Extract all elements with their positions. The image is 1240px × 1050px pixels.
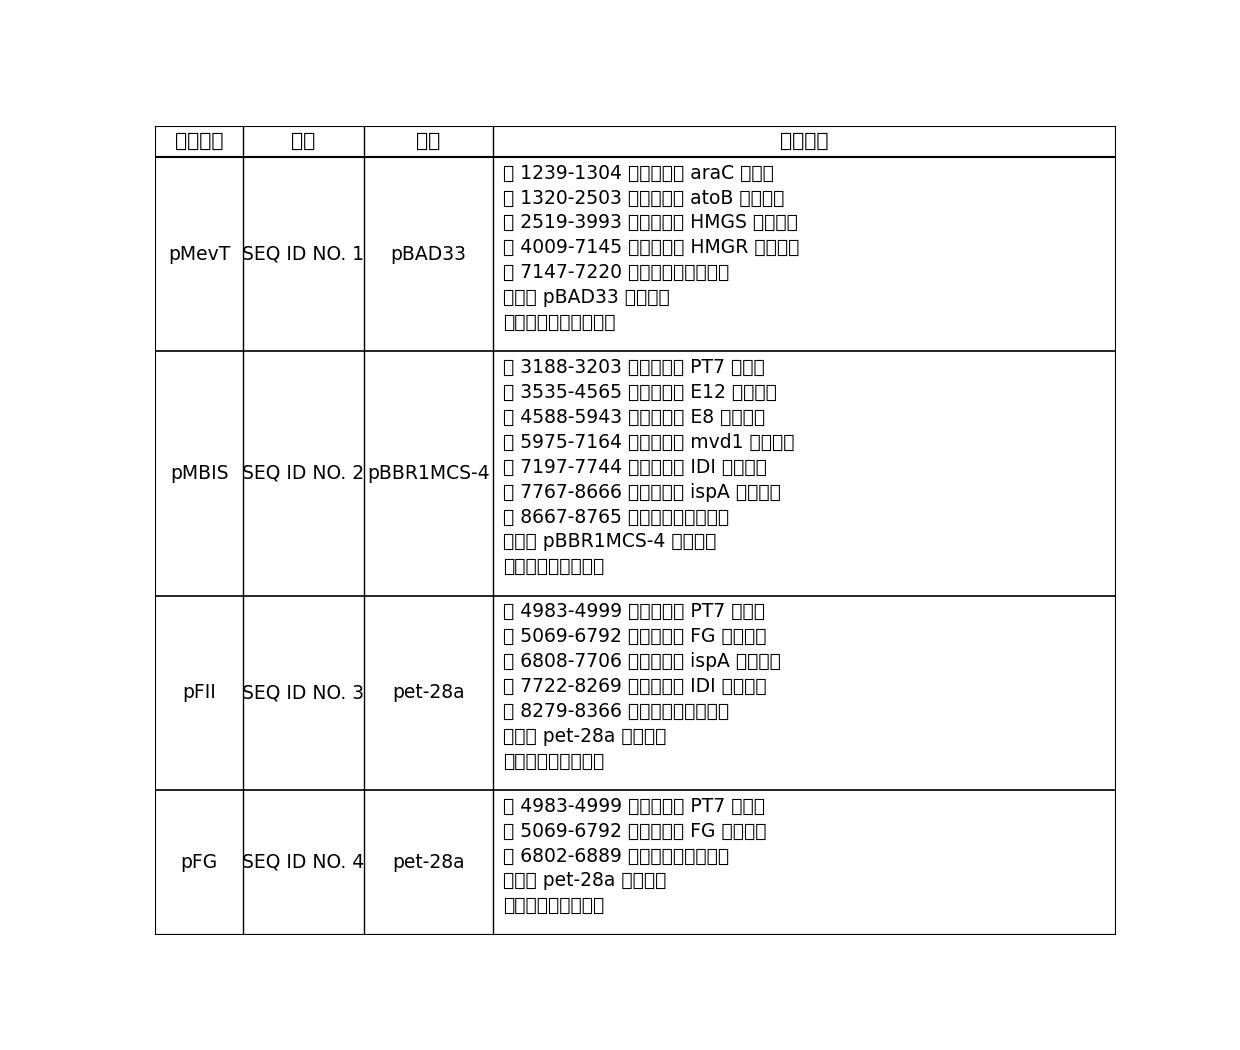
Text: 序列注释: 序列注释 [780, 132, 828, 151]
Text: 第 6808-7706 位核苷酸为 ispA 编码序列: 第 6808-7706 位核苷酸为 ispA 编码序列 [503, 652, 781, 671]
Text: 其余为 pBAD33 载体序列: 其余为 pBAD33 载体序列 [503, 288, 670, 308]
Text: SEQ ID NO. 1: SEQ ID NO. 1 [242, 245, 365, 264]
Text: pMevT: pMevT [167, 245, 231, 264]
Text: pet-28a: pet-28a [392, 684, 465, 702]
Text: 第 8279-8366 位核苷酸为终止序列: 第 8279-8366 位核苷酸为终止序列 [503, 702, 729, 721]
Text: pBAD33: pBAD33 [391, 245, 466, 264]
Text: 第 8667-8765 位核苷酸为终止序列: 第 8667-8765 位核苷酸为终止序列 [503, 507, 729, 526]
Text: pFII: pFII [182, 684, 216, 702]
Text: SEQ ID NO. 2: SEQ ID NO. 2 [242, 464, 365, 483]
Text: 携带有氯霉素抗性基因: 携带有氯霉素抗性基因 [503, 313, 615, 332]
Text: 第 2519-3993 位核苷酸为 HMGS 编码序列: 第 2519-3993 位核苷酸为 HMGS 编码序列 [503, 213, 797, 232]
Text: 其余为 pet-28a 载体序列: 其余为 pet-28a 载体序列 [503, 727, 666, 745]
Text: 质粒名称: 质粒名称 [175, 132, 223, 151]
Text: 第 6802-6889 位核苷酸为终止序列: 第 6802-6889 位核苷酸为终止序列 [503, 846, 729, 865]
Text: 第 4983-4999 位核苷酸为 PT7 启动子: 第 4983-4999 位核苷酸为 PT7 启动子 [503, 797, 765, 816]
Text: 第 4009-7145 位核苷酸为 HMGR 编码序列: 第 4009-7145 位核苷酸为 HMGR 编码序列 [503, 238, 800, 257]
Text: 第 7147-7220 位核苷酸为终止序列: 第 7147-7220 位核苷酸为终止序列 [503, 264, 729, 282]
Text: pet-28a: pet-28a [392, 853, 465, 871]
Text: 第 7767-8666 位核苷酸为 ispA 编码序列: 第 7767-8666 位核苷酸为 ispA 编码序列 [503, 483, 781, 502]
Text: 第 1320-2503 位核苷酸为 atoB 编码序列: 第 1320-2503 位核苷酸为 atoB 编码序列 [503, 189, 784, 208]
Text: 其余为 pBBR1MCS-4 载体序列: 其余为 pBBR1MCS-4 载体序列 [503, 532, 717, 551]
Text: SEQ ID NO. 3: SEQ ID NO. 3 [242, 684, 365, 702]
Text: SEQ ID NO. 4: SEQ ID NO. 4 [242, 853, 365, 871]
Text: 第 3188-3203 位核苷酸为 PT7 启动子: 第 3188-3203 位核苷酸为 PT7 启动子 [503, 358, 765, 377]
Text: 第 4983-4999 位核苷酸为 PT7 启动子: 第 4983-4999 位核苷酸为 PT7 启动子 [503, 603, 765, 622]
Text: 第 5069-6792 位核苷酸为 FG 编码序列: 第 5069-6792 位核苷酸为 FG 编码序列 [503, 821, 766, 841]
Text: 携带有卡那抗性基因: 携带有卡那抗性基因 [503, 752, 604, 771]
Text: 第 5975-7164 位核苷酸为 mvd1 编码序列: 第 5975-7164 位核苷酸为 mvd1 编码序列 [503, 433, 795, 452]
Text: 第 1239-1304 位核苷酸为 araC 启动子: 第 1239-1304 位核苷酸为 araC 启动子 [503, 164, 774, 183]
Text: pFG: pFG [181, 853, 218, 871]
Text: 载体: 载体 [417, 132, 440, 151]
Text: 序列: 序列 [291, 132, 316, 151]
Text: 第 7197-7744 位核苷酸为 IDI 编码序列: 第 7197-7744 位核苷酸为 IDI 编码序列 [503, 458, 766, 477]
Text: pMBIS: pMBIS [170, 464, 228, 483]
Text: 第 4588-5943 位核苷酸为 E8 编码序列: 第 4588-5943 位核苷酸为 E8 编码序列 [503, 407, 765, 426]
Text: 其余为 pet-28a 载体序列: 其余为 pet-28a 载体序列 [503, 872, 666, 890]
Text: pBBR1MCS-4: pBBR1MCS-4 [367, 464, 490, 483]
Text: 第 7722-8269 位核苷酸为 IDI 编码序列: 第 7722-8269 位核苷酸为 IDI 编码序列 [503, 677, 766, 696]
Text: 第 5069-6792 位核苷酸为 FG 编码序列: 第 5069-6792 位核苷酸为 FG 编码序列 [503, 627, 766, 646]
Text: 携带有氨苄抗性基因: 携带有氨苄抗性基因 [503, 558, 604, 576]
Text: 第 3535-4565 位核苷酸为 E12 编码序列: 第 3535-4565 位核苷酸为 E12 编码序列 [503, 383, 776, 402]
Text: 携带有卡那抗性基因: 携带有卡那抗性基因 [503, 897, 604, 916]
